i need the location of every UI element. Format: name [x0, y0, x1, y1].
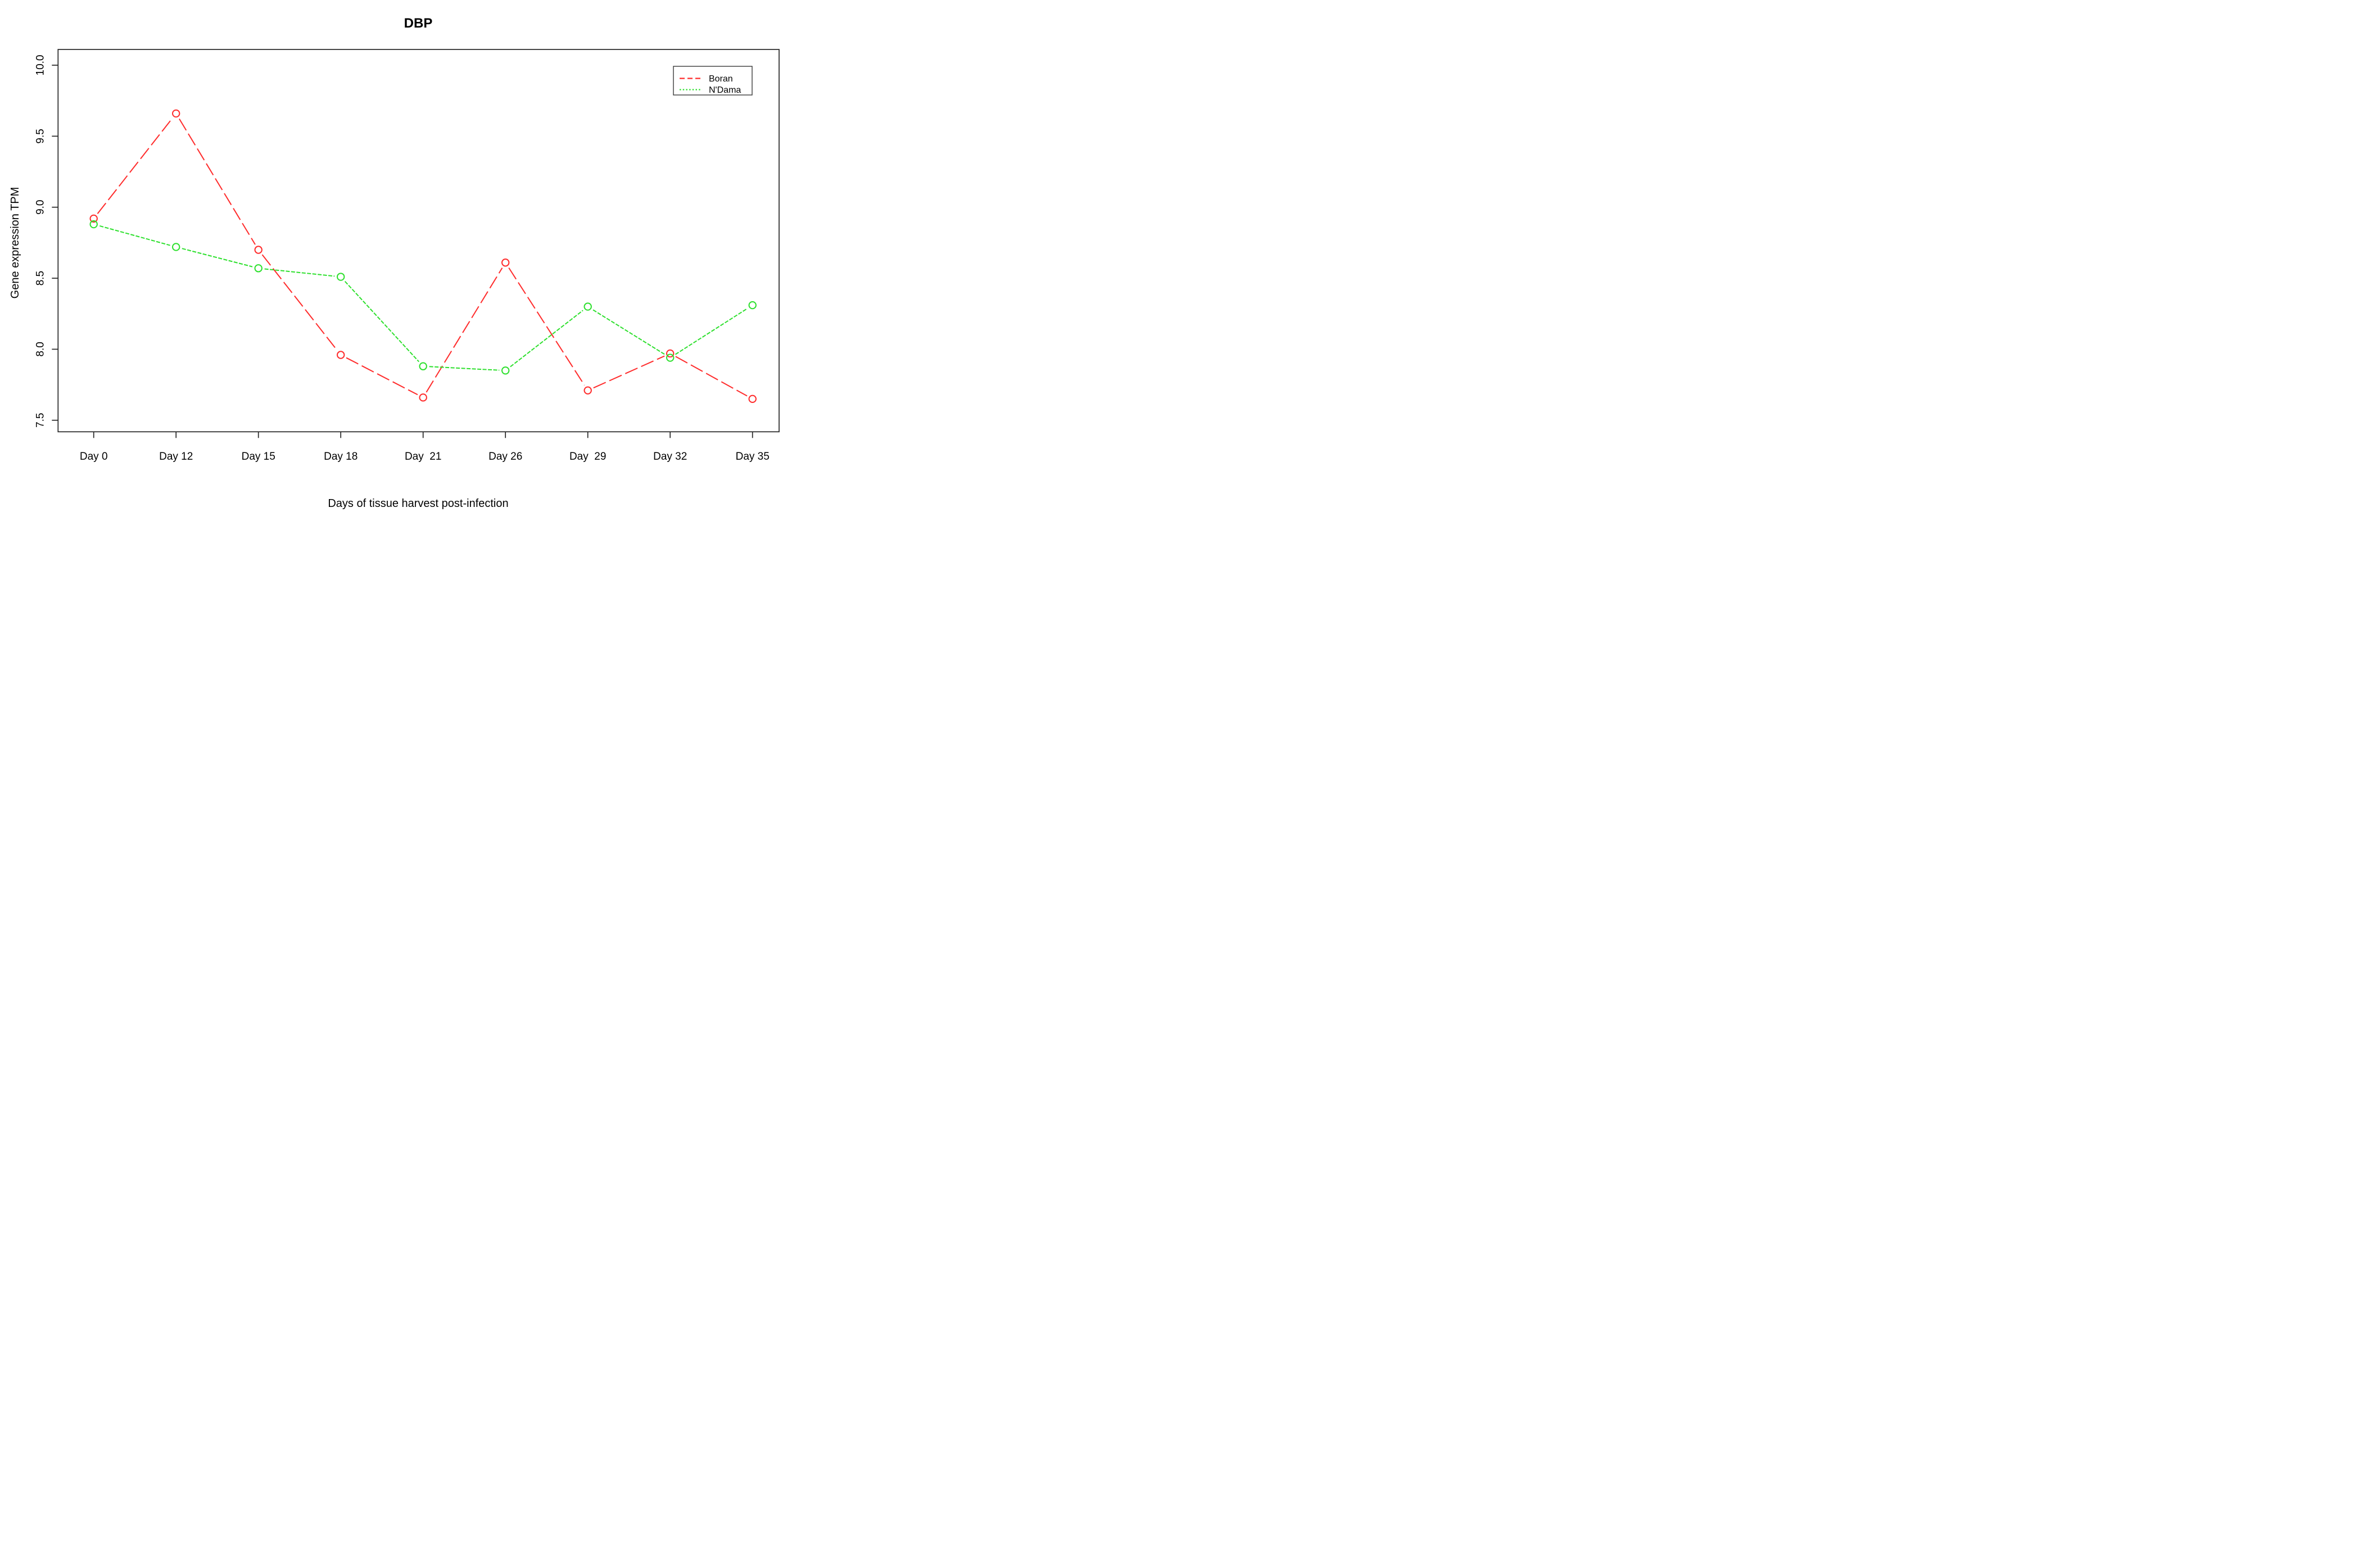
x-tick-label: Day 18 [324, 451, 358, 463]
ndama-data-point [583, 302, 592, 311]
ndama-line-segment [592, 309, 666, 355]
dbp-chart-figure: DBP Days of tissue harvest post-infectio… [0, 0, 793, 520]
y-axis-title: Gene expression TPM [9, 187, 21, 299]
series-group [89, 109, 757, 404]
boran-line-segment [508, 267, 585, 386]
x-tick-label: Day 35 [736, 451, 770, 463]
boran-data-point [419, 393, 427, 402]
boran-data-point [748, 395, 757, 404]
boran-data-point [666, 349, 675, 358]
boran-line-segment [97, 117, 173, 214]
x-tick-label: Day 26 [488, 451, 522, 463]
ndama-line-segment [344, 280, 419, 362]
legend-label-boran: Boran [709, 74, 733, 84]
chart-title: DBP [404, 16, 433, 31]
x-axis: Day 0 Day 12 Day 15 Day 18 Day 21 Day 26 Day 2… [80, 432, 770, 463]
plot-border [57, 49, 780, 433]
ndama-data-point [337, 273, 345, 281]
y-tick-label: 8.5 [35, 271, 47, 285]
boran-data-point [501, 259, 510, 267]
boran-line-segment [593, 355, 665, 389]
x-tick-label: Day 0 [80, 451, 108, 463]
x-tick-label: Day 21 [405, 451, 441, 463]
y-axis: 7.5 8.0 8.5 9.0 9.5 10.0 [35, 55, 58, 428]
boran-line-segment [179, 118, 256, 245]
boran-line-segment [346, 357, 418, 396]
ndama-line-segment [264, 268, 335, 277]
x-axis-title: Days of tissue harvest post-infection [328, 497, 508, 510]
boran-line-segment [675, 356, 748, 397]
ndama-data-point [89, 220, 98, 229]
ndama-line-segment [675, 308, 748, 355]
ndama-data-point [501, 366, 510, 375]
x-tick-label: Day 12 [159, 451, 193, 463]
ndama-data-point [254, 264, 263, 273]
x-tick-label: Day 29 [569, 451, 606, 463]
legend-label-ndama: N'Dama [709, 85, 741, 95]
ndama-data-point [666, 354, 675, 362]
x-tick-label: Day 15 [242, 451, 275, 463]
ndama-line-segment [182, 248, 253, 268]
boran-line-segment [426, 268, 503, 393]
x-tick-label: Day 32 [653, 451, 687, 463]
boran-data-point [254, 246, 263, 254]
y-tick-label: 9.0 [35, 200, 47, 214]
ndama-data-point [172, 243, 180, 251]
ndama-data-point [419, 362, 427, 370]
ndama-line-segment [99, 225, 170, 246]
boran-data-point [583, 386, 592, 395]
ndama-line-segment [429, 366, 500, 371]
ndama-data-point [748, 301, 757, 310]
boran-data-point [337, 351, 345, 359]
boran-data-point [172, 109, 180, 118]
y-tick-label: 9.5 [35, 129, 47, 143]
boran-line-segment [261, 254, 338, 351]
y-tick-label: 7.5 [35, 413, 47, 428]
legend: Boran N'Dama [673, 66, 753, 96]
y-tick-label: 8.0 [35, 342, 47, 356]
ndama-line-segment [510, 310, 583, 368]
y-tick-label: 10.0 [35, 55, 47, 76]
boran-data-point [89, 214, 98, 223]
dbp-line-chart: DBP Days of tissue harvest post-infectio… [9, 16, 780, 510]
